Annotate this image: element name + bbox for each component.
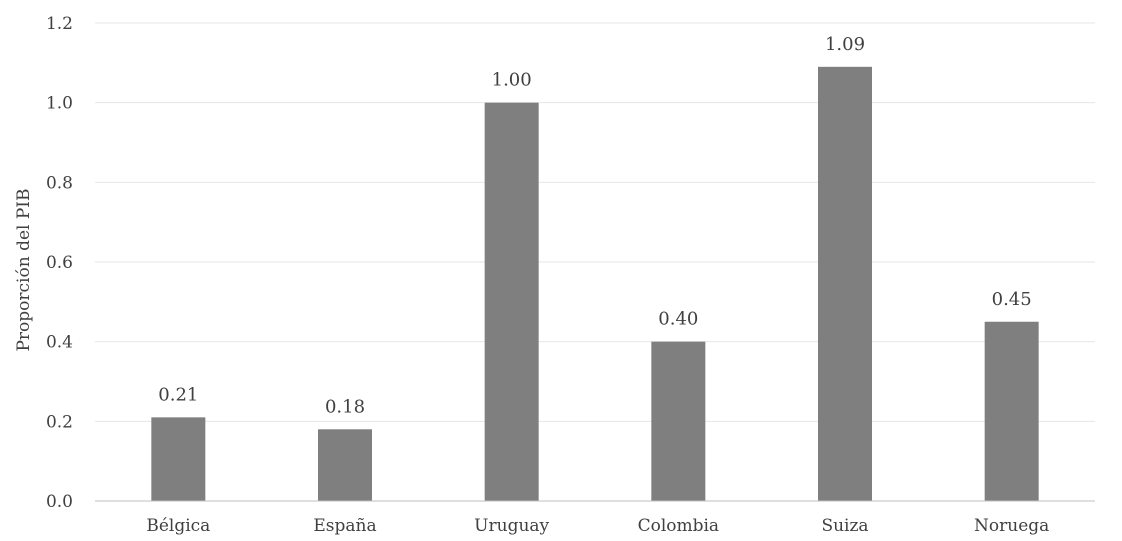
y-tick-label: 0.4 [46, 333, 73, 353]
data-label: 0.18 [325, 396, 365, 417]
y-tick-label: 1.0 [46, 94, 73, 114]
y-tick-label: 0.6 [46, 253, 73, 273]
data-label: 0.21 [158, 384, 198, 405]
bar-bélgica [151, 417, 206, 501]
y-tick-label: 0.2 [46, 412, 73, 432]
gridlines [95, 22, 1095, 422]
bar-suiza [818, 66, 872, 502]
data-labels: 0.21 0.18 1.00 0.40 1.09 0.45 [158, 34, 1031, 417]
bar-españa [318, 429, 372, 501]
y-axis-ticks: 0.0 0.2 0.4 0.6 0.8 1.0 1.2 [46, 14, 73, 512]
y-tick-label: 1.2 [46, 14, 73, 34]
data-label: 0.45 [992, 289, 1032, 310]
y-tick-label: 0.8 [46, 173, 73, 193]
x-tick-label: Uruguay [474, 516, 549, 536]
data-label: 0.40 [658, 309, 698, 330]
bar-colombia [651, 341, 706, 501]
x-tick-label: Bélgica [146, 516, 210, 536]
data-label: 1.00 [492, 70, 532, 91]
x-axis-ticks: Bélgica España Uruguay Colombia Suiza Noruega [146, 516, 1049, 536]
x-tick-label: España [313, 516, 376, 536]
data-label: 1.09 [825, 34, 865, 55]
bar-uruguay [484, 102, 539, 502]
bar-noruega [984, 321, 1039, 501]
x-tick-label: Colombia [638, 516, 720, 536]
y-axis-title: Proporción del PIB [14, 188, 34, 351]
x-tick-label: Noruega [974, 516, 1049, 536]
x-tick-label: Suiza [821, 516, 868, 536]
y-tick-label: 0.0 [46, 492, 73, 512]
bars [151, 66, 1039, 502]
